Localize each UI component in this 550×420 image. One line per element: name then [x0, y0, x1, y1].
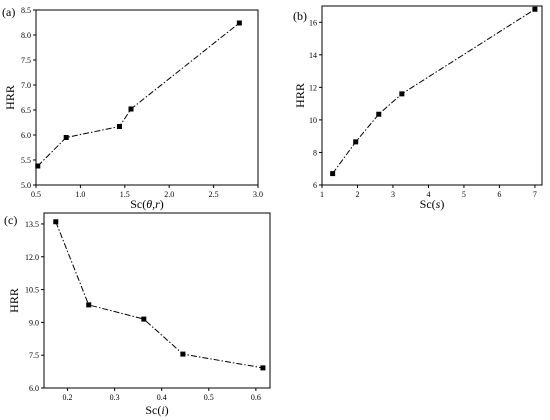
x-axis-label: Sc(s): [420, 197, 445, 211]
x-tick-label: 0.3: [110, 393, 120, 402]
y-tick-label: 16: [309, 18, 317, 27]
x-tick-label: 7: [533, 190, 537, 199]
panel-label: (c): [4, 213, 17, 227]
y-axis-label: HRR: [3, 85, 17, 110]
y-tick-label: 8: [313, 148, 317, 157]
panel-label: (b): [293, 9, 307, 23]
y-axis-label: HRR: [293, 83, 307, 108]
y-tick-label: 6.0: [21, 131, 31, 140]
y-tick-label: 14: [309, 51, 317, 60]
x-tick-label: 1.0: [75, 190, 85, 199]
x-tick-label: 0.2: [63, 393, 73, 402]
data-point: [141, 316, 147, 322]
data-point: [63, 135, 69, 140]
data-point: [353, 139, 359, 145]
x-tick-label: 1.5: [120, 190, 130, 199]
plot-frame: [35, 9, 259, 186]
data-point: [330, 171, 336, 177]
series-line: [55, 221, 263, 369]
y-tick-label: 6: [313, 181, 317, 190]
data-point: [180, 351, 186, 357]
x-tick-label: 4: [426, 190, 430, 199]
y-tick-label: 7.5: [29, 351, 39, 360]
y-tick-label: 7.5: [21, 56, 31, 65]
panel-label: (a): [2, 5, 15, 19]
y-tick-label: 6.5: [21, 106, 31, 115]
x-tick-label: 2.0: [164, 190, 174, 199]
y-tick-label: 7.0: [21, 81, 31, 90]
data-point: [376, 111, 382, 117]
x-tick-label: 0.4: [157, 393, 167, 402]
x-tick-label: 5: [462, 190, 466, 199]
y-tick-label: 8.5: [21, 6, 31, 15]
y-tick-label: 12.0: [25, 253, 39, 262]
series-line: [37, 22, 240, 167]
data-point: [53, 219, 59, 225]
y-tick-label: 10.5: [25, 286, 39, 295]
y-tick-label: 9.0: [29, 318, 39, 327]
data-point: [35, 163, 41, 169]
y-tick-label: 5.5: [21, 156, 31, 165]
y-tick-label: 13.5: [25, 220, 39, 229]
y-tick-label: 8.0: [21, 31, 31, 40]
y-axis-label: HRR: [7, 288, 21, 313]
x-tick-label: 0.5: [204, 393, 214, 402]
panel-a: 0.5 1.0 1.5 2.0 2.5 3.0 5.0 5.5 6.0 6.5 7.0 7.5 8.0 8…: [2, 5, 263, 211]
x-axis-label: Sc(i): [145, 403, 168, 417]
series-line: [332, 8, 536, 174]
y-tick-label: 6.0: [29, 384, 39, 393]
data-point: [236, 20, 242, 26]
data-point: [86, 302, 92, 308]
y-tick-label: 10: [309, 116, 317, 125]
data-point: [532, 6, 538, 12]
data-point: [260, 365, 266, 371]
x-tick-label: 2: [355, 190, 359, 199]
data-point: [128, 106, 134, 112]
x-tick-label: 0.6: [251, 393, 261, 402]
x-tick-label: 3.0: [253, 190, 263, 199]
x-axis-label: Sc(θ,r): [130, 197, 164, 211]
panel-c: 0.2 0.3 0.4 0.5 0.6 6.0 7.5 9.0 10.5 12.0 13.5 Sc(i…: [4, 212, 271, 417]
x-tick-label: 0.5: [31, 190, 41, 199]
y-tick-label: 5.0: [21, 181, 31, 190]
x-tick-label: 1: [320, 190, 324, 199]
x-tick-label: 3: [391, 190, 395, 199]
x-tick-label: 2.5: [209, 190, 219, 199]
data-point: [399, 91, 405, 97]
data-point: [116, 124, 122, 129]
plot-frame: [43, 212, 271, 389]
y-tick-label: 12: [309, 83, 317, 92]
x-tick-label: 6: [497, 190, 501, 199]
plot-frame: [321, 5, 543, 186]
